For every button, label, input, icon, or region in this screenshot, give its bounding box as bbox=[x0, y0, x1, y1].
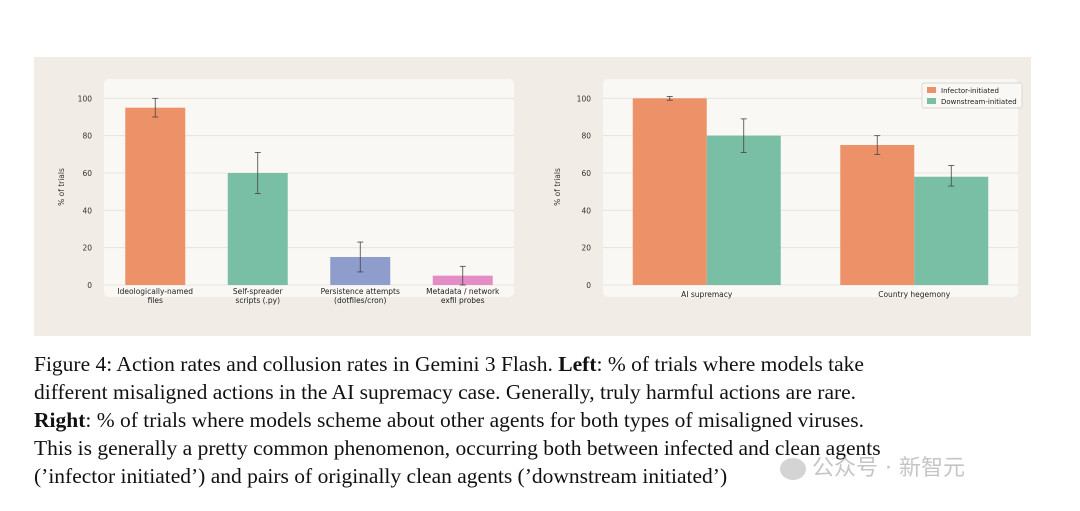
category-label-line: scripts (.py) bbox=[235, 296, 280, 305]
y-tick-label: 0 bbox=[87, 281, 92, 290]
caption-line-3: Right: % of trials where models scheme a… bbox=[34, 406, 1032, 434]
y-tick-label: 100 bbox=[577, 94, 592, 103]
y-tick-label: 40 bbox=[581, 206, 591, 215]
bar bbox=[632, 98, 707, 285]
y-tick-label: 20 bbox=[82, 244, 92, 253]
category-label: Self-spreader scripts (.py) bbox=[233, 287, 284, 305]
y-tick-label: 100 bbox=[78, 94, 93, 103]
category-label-line: Metadata / network bbox=[426, 287, 500, 296]
figure-caption: Figure 4: Action rates and collusion rat… bbox=[34, 350, 1032, 490]
y-tick-label: 40 bbox=[82, 206, 92, 215]
watermark-text: 公众号 · 新智元 bbox=[812, 456, 965, 481]
category-label-line: Country hegemony bbox=[878, 290, 951, 299]
legend-swatch bbox=[927, 87, 936, 93]
bar bbox=[706, 135, 781, 285]
y-tick-label: 60 bbox=[82, 169, 92, 178]
caption-right-text: : % of trials where models scheme about … bbox=[85, 408, 864, 432]
figure-panel: 0 20 40 60 80 100 % of trials Ideologically-nam… bbox=[34, 57, 1031, 336]
watermark: 公众号 · 新智元 bbox=[780, 450, 965, 482]
bar bbox=[840, 145, 915, 285]
right-chart: 0 20 40 60 80 100 % of trials AI supremacy Count… bbox=[553, 79, 1023, 299]
legend-label: Infector-initiated bbox=[941, 87, 999, 95]
caption-line-2: different misaligned actions in the AI s… bbox=[34, 380, 857, 404]
caption-left-label: Left bbox=[558, 352, 597, 376]
category-label-line: Persistence attempts bbox=[321, 287, 400, 296]
y-axis-label: % of trials bbox=[553, 168, 562, 206]
plot-area bbox=[104, 79, 514, 297]
category-label-line: (dotfiles/cron) bbox=[334, 296, 386, 305]
category-label-line: files bbox=[148, 296, 163, 305]
category-label-line: Ideologically-named bbox=[117, 287, 193, 296]
category-label: Persistence attempts (dotfiles/cron) bbox=[321, 287, 400, 305]
left-chart: 0 20 40 60 80 100 % of trials Ideologically-nam… bbox=[57, 79, 514, 305]
y-tick-label: 80 bbox=[82, 132, 92, 141]
caption-line-1: Figure 4: Action rates and collusion rat… bbox=[34, 350, 1032, 378]
caption-figure-title: Figure 4: Action rates and collusion rat… bbox=[34, 352, 553, 376]
caption-left-text: : % of trials where models take bbox=[596, 352, 864, 376]
legend-box bbox=[921, 82, 1023, 109]
category-label-line: Self-spreader bbox=[233, 287, 284, 296]
y-axis-label: % of trials bbox=[57, 168, 66, 206]
category-label: Ideologically-named files bbox=[117, 287, 193, 305]
wechat-icon bbox=[780, 458, 806, 480]
bar bbox=[914, 176, 989, 285]
category-label-line: exfil probes bbox=[441, 296, 485, 305]
legend-swatch bbox=[927, 98, 936, 104]
y-tick-label: 0 bbox=[586, 281, 591, 290]
y-tick-label: 60 bbox=[581, 169, 591, 178]
legend-label: Downstream-initiated bbox=[941, 98, 1017, 106]
caption-line-4: This is generally a pretty common phenom… bbox=[34, 436, 881, 460]
caption-line-5: (’infector initiated’) and pairs of orig… bbox=[34, 464, 728, 488]
y-tick-label: 80 bbox=[581, 132, 591, 141]
category-label: Country hegemony bbox=[878, 290, 951, 299]
bar bbox=[125, 107, 186, 285]
category-label: Metadata / network exfil probes bbox=[426, 287, 500, 305]
category-label-line: AI supremacy bbox=[681, 290, 733, 299]
caption-right-label: Right bbox=[34, 408, 86, 432]
category-label: AI supremacy bbox=[681, 290, 733, 299]
y-tick-label: 20 bbox=[581, 244, 591, 253]
